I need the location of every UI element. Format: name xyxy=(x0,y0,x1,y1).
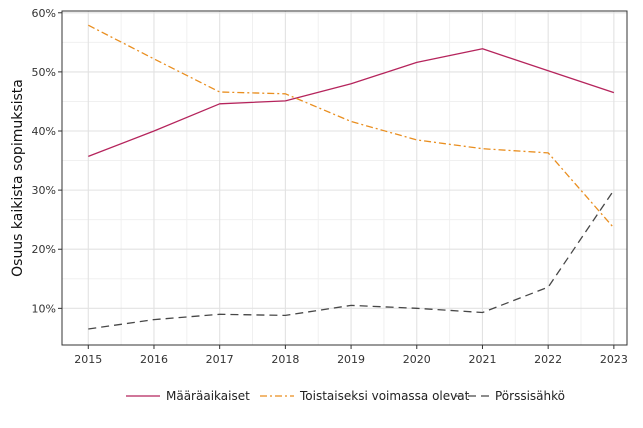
x-tick-label: 2021 xyxy=(468,353,496,366)
legend-label-3: Pörssisähkö xyxy=(495,389,565,403)
legend-label-2: Toistaiseksi voimassa olevat xyxy=(299,389,470,403)
legend-label-1: Määräaikaiset xyxy=(166,389,250,403)
y-axis-title: Osuus kaikista sopimuksista xyxy=(10,79,26,277)
series-lines xyxy=(88,24,615,330)
grid-lines xyxy=(62,11,627,345)
x-tick-label: 2018 xyxy=(271,353,299,366)
y-tick-label: 40% xyxy=(32,125,56,138)
x-tick-label: 2015 xyxy=(74,353,102,366)
x-tick-label: 2019 xyxy=(337,353,365,366)
legend: Määräaikaiset Toistaiseksi voimassa oleva… xyxy=(126,389,565,403)
y-tick-label: 60% xyxy=(32,7,56,20)
x-tick-label: 2020 xyxy=(403,353,431,366)
x-tick-label: 2022 xyxy=(534,353,562,366)
y-axis-ticks: 10% 20% 30% 40% 50% 60% xyxy=(32,7,62,315)
series-line-1 xyxy=(88,48,615,158)
y-tick-label: 30% xyxy=(32,184,56,197)
x-tick-label: 2016 xyxy=(140,353,168,366)
plot-border xyxy=(61,10,628,346)
x-axis-ticks: 2015 2016 2017 2018 2019 2020 2021 2022 2023 xyxy=(74,345,628,366)
x-tick-label: 2023 xyxy=(600,353,628,366)
y-tick-label: 50% xyxy=(32,66,56,79)
y-tick-label: 20% xyxy=(32,243,56,256)
series-line-3 xyxy=(88,189,615,330)
y-tick-label: 10% xyxy=(32,302,56,315)
x-tick-label: 2017 xyxy=(206,353,234,366)
plot-panel xyxy=(61,10,628,346)
